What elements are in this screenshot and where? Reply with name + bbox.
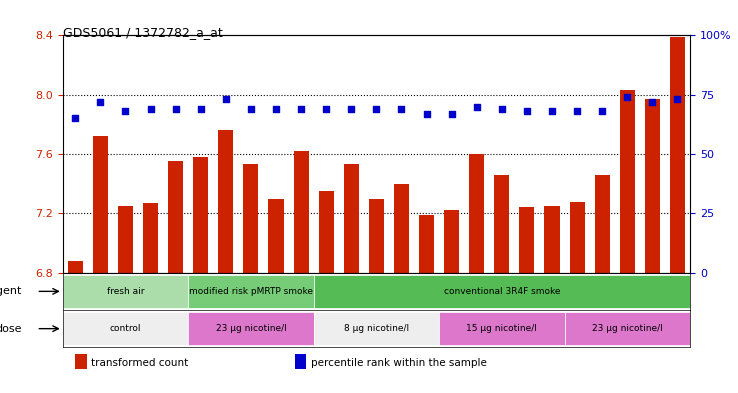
Bar	[63, 275, 188, 308]
Point	[370, 106, 382, 112]
Point	[471, 103, 483, 110]
Text: control: control	[110, 324, 141, 333]
Point	[120, 108, 131, 114]
Point	[521, 108, 533, 114]
Text: modified risk pMRTP smoke: modified risk pMRTP smoke	[189, 287, 313, 296]
Bar	[670, 37, 685, 393]
Point	[345, 106, 357, 112]
Point	[571, 108, 583, 114]
Bar	[444, 210, 459, 393]
Bar	[369, 198, 384, 393]
Point	[145, 106, 156, 112]
Bar	[520, 208, 534, 393]
Bar	[269, 198, 283, 393]
Bar	[565, 312, 690, 345]
Point	[496, 106, 508, 112]
Text: 8 μg nicotine/l: 8 μg nicotine/l	[344, 324, 409, 333]
Bar	[118, 206, 133, 393]
Bar	[294, 151, 308, 393]
Bar	[63, 312, 188, 345]
Point	[396, 106, 407, 112]
Bar	[545, 206, 559, 393]
Point	[220, 96, 232, 103]
Point	[69, 115, 81, 121]
Point	[245, 106, 257, 112]
Bar	[469, 154, 484, 393]
Bar	[620, 90, 635, 393]
Bar	[193, 157, 208, 393]
Point	[295, 106, 307, 112]
Bar	[75, 354, 86, 369]
Text: 23 μg nicotine/l: 23 μg nicotine/l	[215, 324, 286, 333]
Point	[421, 110, 432, 117]
Text: 15 μg nicotine/l: 15 μg nicotine/l	[466, 324, 537, 333]
Bar	[244, 164, 258, 393]
Point	[270, 106, 282, 112]
Point	[320, 106, 332, 112]
Point	[546, 108, 558, 114]
Point	[646, 99, 658, 105]
Bar	[570, 202, 584, 393]
Bar	[344, 164, 359, 393]
Point	[672, 96, 683, 103]
Bar	[314, 275, 690, 308]
Bar	[419, 215, 434, 393]
Point	[195, 106, 207, 112]
Point	[621, 94, 633, 100]
Text: percentile rank within the sample: percentile rank within the sample	[311, 358, 486, 367]
Bar	[319, 191, 334, 393]
Text: 23 μg nicotine/l: 23 μg nicotine/l	[592, 324, 663, 333]
Bar	[645, 99, 660, 393]
Point	[446, 110, 458, 117]
Bar	[68, 261, 83, 393]
Bar	[295, 354, 306, 369]
Bar	[494, 175, 509, 393]
Text: fresh air: fresh air	[107, 287, 144, 296]
Bar	[188, 312, 314, 345]
Point	[94, 99, 106, 105]
Bar	[439, 312, 565, 345]
Text: agent: agent	[0, 286, 22, 296]
Bar	[168, 162, 183, 393]
Bar	[143, 203, 158, 393]
Bar	[93, 136, 108, 393]
Text: dose: dose	[0, 324, 22, 334]
Bar	[314, 312, 439, 345]
Bar	[595, 175, 610, 393]
Point	[170, 106, 182, 112]
Text: GDS5061 / 1372782_a_at: GDS5061 / 1372782_a_at	[63, 26, 222, 39]
Text: conventional 3R4F smoke: conventional 3R4F smoke	[444, 287, 560, 296]
Bar	[218, 130, 233, 393]
Bar	[188, 275, 314, 308]
Bar	[394, 184, 409, 393]
Point	[596, 108, 608, 114]
Text: transformed count: transformed count	[91, 358, 188, 367]
